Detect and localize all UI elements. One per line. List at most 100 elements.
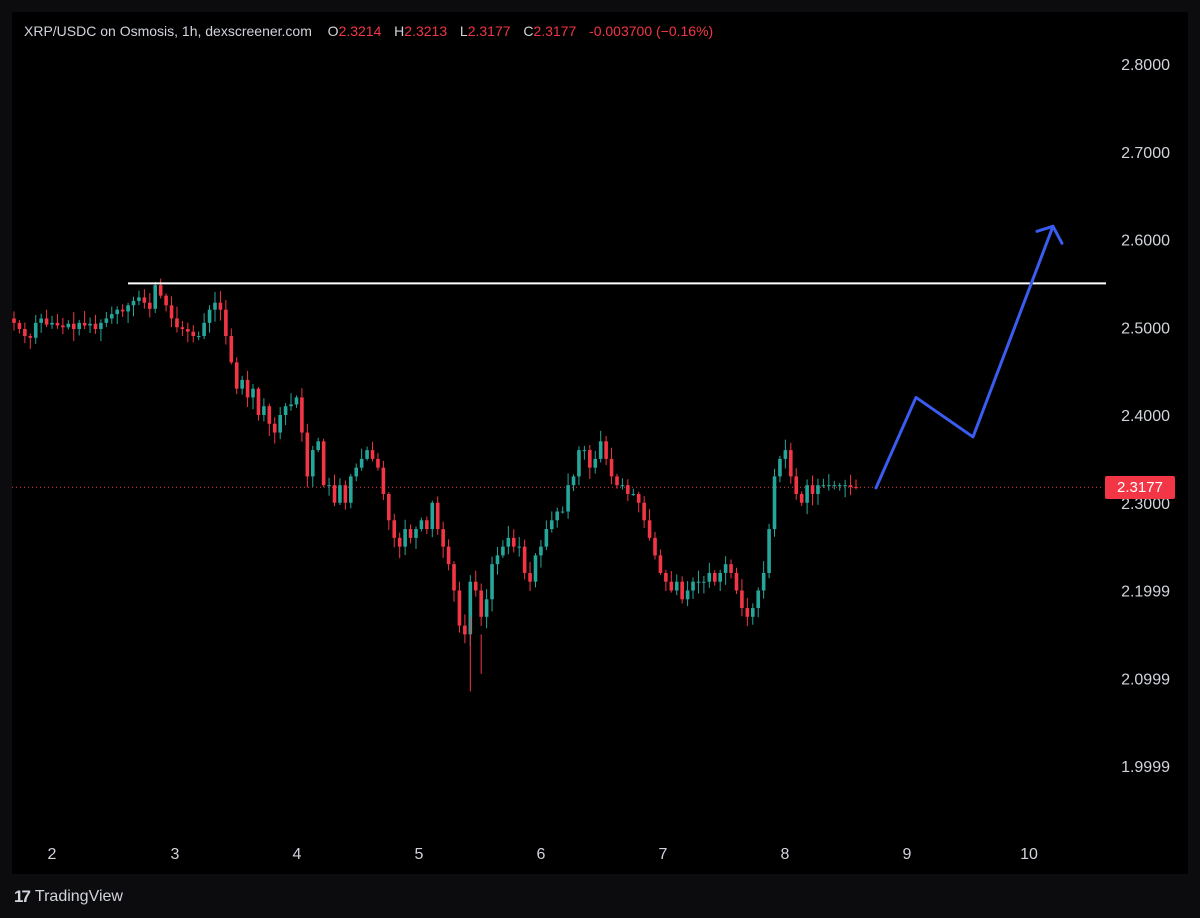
candle-body [175, 318, 179, 328]
x-tick-label: 4 [293, 846, 302, 863]
candle-body [810, 485, 815, 494]
candle-body [647, 520, 652, 538]
candle-body [827, 485, 831, 487]
candle-body [267, 406, 272, 424]
candle-body [696, 581, 701, 583]
candle-body [528, 572, 532, 582]
y-tick-label: 2.1999 [1121, 584, 1170, 601]
candle-body [598, 441, 603, 459]
candle-body [148, 302, 152, 309]
candle-body [349, 476, 353, 503]
candle-body [549, 520, 554, 530]
x-tick-label: 2 [48, 846, 57, 863]
candle-body [577, 450, 581, 477]
candle-body [718, 572, 722, 582]
candle-body [740, 590, 744, 609]
y-tick-label: 2.7000 [1121, 145, 1170, 162]
candle-body [332, 485, 337, 503]
candle-body [305, 432, 310, 477]
tradingview-logo-icon[interactable]: 17 [14, 887, 31, 906]
high-key: H [394, 23, 405, 39]
change-value: -0.003700 (−0.16%) [589, 23, 714, 39]
candle-body [712, 572, 717, 582]
candle-body [120, 309, 125, 312]
candle-body [262, 406, 266, 415]
candle-body [23, 329, 27, 337]
candle-body [484, 599, 489, 617]
candle-body [272, 423, 277, 433]
candle-body [66, 323, 71, 328]
open-key: O [327, 23, 339, 39]
symbol-title: XRP/USDC on Osmosis, 1h, dexscreener.com [24, 23, 312, 39]
y-tick-label: 2.0999 [1121, 671, 1170, 688]
x-tick-label: 6 [537, 846, 546, 863]
y-tick-label: 2.8000 [1121, 57, 1170, 74]
low-value: 2.3177 [467, 23, 511, 39]
candle-body [702, 581, 706, 583]
candle-body [99, 322, 103, 330]
candle-body [778, 458, 782, 477]
candle-body [544, 529, 549, 547]
candle-body [664, 572, 668, 582]
candle-body [783, 450, 788, 459]
tradingview-brand[interactable]: TradingView [34, 888, 123, 905]
candle-body [55, 322, 60, 326]
candle-body [669, 581, 674, 591]
footer: 17 TradingView [14, 884, 123, 910]
candle-body [207, 309, 212, 323]
candle-body [723, 564, 728, 573]
candle-body [571, 476, 576, 486]
candle-body [327, 485, 331, 487]
candle-body [506, 537, 511, 547]
y-tick-label: 2.3000 [1121, 496, 1170, 513]
y-tick-label: 1.9999 [1121, 759, 1170, 776]
candle-body [359, 458, 364, 468]
candle-body [256, 388, 261, 415]
candle-body [522, 546, 527, 573]
x-tick-label: 8 [781, 846, 790, 863]
candle-body [381, 467, 386, 494]
candle-body [164, 295, 168, 306]
candle-body [750, 608, 755, 617]
candle-body [794, 476, 799, 494]
plot-area[interactable]: 2.8000 2.7000 2.6000 2.5000 2.4000 2.3000 2.19… [12, 12, 1188, 874]
candle-body [196, 336, 201, 338]
candle-body [658, 555, 663, 573]
y-tick-label: 2.5000 [1121, 320, 1170, 337]
candle-body [435, 502, 440, 530]
candle-body [609, 458, 614, 477]
candle-body [39, 318, 43, 323]
candle-body [234, 362, 239, 389]
candle-body [294, 397, 299, 405]
candle-body [310, 450, 315, 477]
candle-body [82, 322, 87, 326]
candle-body [408, 529, 413, 538]
x-tick-label: 7 [659, 846, 668, 863]
open-value: 2.3214 [338, 23, 382, 39]
candle-body [517, 546, 521, 548]
candle-body [674, 581, 679, 591]
candle-body [109, 314, 114, 319]
chart-svg[interactable]: 2.8000 2.7000 2.6000 2.5000 2.4000 2.3000 2.19… [12, 12, 1188, 874]
candle-body [446, 546, 451, 565]
candle-body [283, 406, 288, 415]
candle-body [805, 485, 809, 503]
candle-body [387, 493, 391, 521]
candle-body [414, 529, 418, 538]
candle-body [169, 305, 174, 319]
candle-body [430, 502, 435, 530]
candle-body [12, 318, 16, 323]
candle-body [33, 322, 38, 338]
candle-body [229, 336, 234, 363]
candle-body [691, 581, 695, 591]
x-tick-label: 3 [171, 846, 180, 863]
candle-body [77, 322, 81, 330]
candle-body [854, 486, 858, 488]
projection-arrow [874, 224, 1055, 490]
candle-body [821, 485, 826, 487]
candle-body [131, 300, 136, 306]
candle-body [761, 572, 766, 591]
projection-arrow-head [1035, 224, 1064, 245]
candle-body [245, 379, 250, 398]
candle-body [479, 590, 483, 617]
